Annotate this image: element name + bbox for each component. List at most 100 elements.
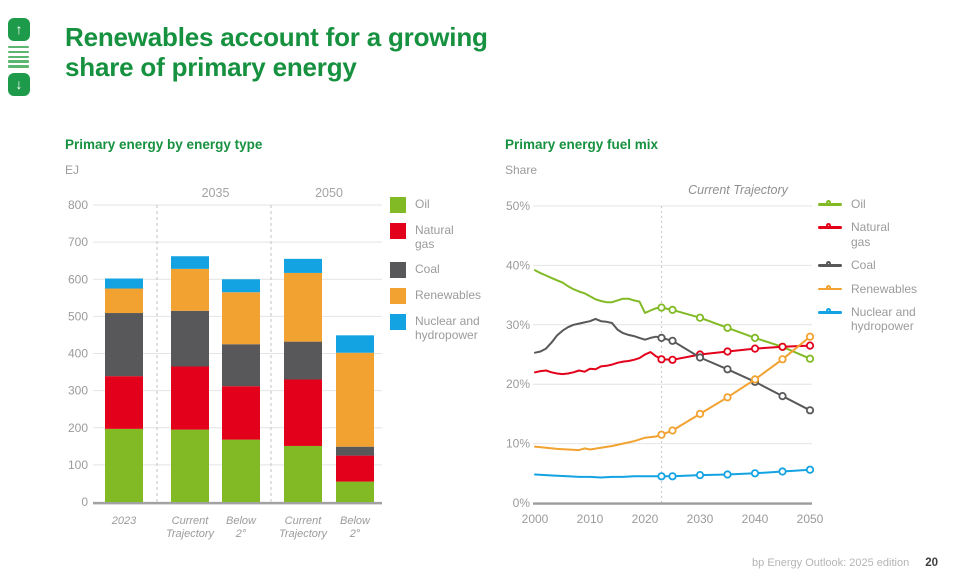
legend-label: Natural gas [415,223,454,252]
up-arrow-icon: ↑ [15,21,23,37]
bar-segment [336,455,374,482]
y-axis-tick-label: 600 [68,272,88,286]
y-axis-tick-label: 100 [68,458,88,472]
y-axis-tick-label: 0% [513,496,531,510]
bar-segment [171,429,209,502]
data-point-marker [657,355,666,364]
footer: bp Energy Outlook: 2025 edition 20 [752,557,938,569]
y-axis-tick-label: 500 [68,309,88,323]
bar-chart-svg: 0 100 200 300 400 500 600 700 800 2035 2050 2023 Cur… [68,186,382,540]
bar-segment [222,279,260,293]
bar-segment [105,428,143,502]
data-point-marker [668,426,677,435]
y-axis-tick-label: 50% [506,199,530,213]
bar-segment [222,439,260,502]
line-chart-unit-label: Share [505,163,538,177]
data-point-marker [723,393,732,402]
data-point-marker [668,472,677,481]
bar-segment [171,268,209,311]
data-point-marker [805,354,815,363]
x-axis-category-label: Trajectory [279,528,329,540]
natural-gas-swatch-icon [390,223,406,239]
series-line [534,317,811,412]
data-point-marker [668,355,677,364]
bar-segment [222,386,260,440]
nuclear-hydro-line-marker-icon [818,307,842,314]
legend-label: Oil [415,197,430,211]
bar-chart-legend: Oil Natural gas Coal Renewables Nuclear … [390,197,481,343]
legend-item: Nuclear and hydropower [390,313,481,343]
y-axis-tick-label: 800 [68,198,88,212]
bar-segment [105,288,143,314]
data-point-marker [750,333,760,342]
data-point-marker [657,430,666,439]
data-point-marker [778,392,787,401]
data-point-marker [657,333,666,342]
group-label: 2035 [202,186,230,200]
x-axis-category-label: 2° [235,528,247,540]
down-arrow-icon: ↓ [15,75,23,92]
bar-segment [284,379,322,446]
x-axis-tick-label: 2040 [742,512,769,526]
footer-source: bp Energy Outlook: 2025 edition [752,557,910,569]
data-point-marker [805,332,815,341]
bar-segment [336,446,374,456]
group-label: 2050 [315,186,343,200]
slide-nav: ↑ ↓ [8,18,32,96]
x-axis-tick-label: 2020 [632,512,659,526]
oil-swatch-icon [390,197,406,213]
x-axis-tick-label: 2000 [522,512,549,526]
legend-item: Coal [818,258,917,272]
bar-segment [284,272,322,342]
renewables-swatch-icon [390,287,406,304]
bar-chart-unit-label: EJ [65,163,80,177]
legend-label: Coal [851,258,876,273]
data-point-marker [695,353,705,362]
x-axis-category-label: Below [340,515,371,527]
y-axis-tick-label: 300 [68,384,88,398]
data-point-marker [695,470,705,480]
data-point-marker [778,467,787,476]
bar-segment [222,344,260,387]
series-line [534,344,811,376]
series-line [534,335,811,452]
y-axis-tick-label: 30% [506,318,530,332]
bar-segment [105,376,143,429]
annotation-label: Current Trajectory [688,183,789,197]
data-point-marker [805,406,815,415]
legend-label: Renewables [851,281,918,296]
data-point-marker [805,465,815,474]
series-line [534,269,811,360]
natural-gas-line-marker-icon [818,223,842,229]
data-point-marker [695,313,705,322]
bar-segment [284,258,322,273]
scroll-down-button[interactable]: ↓ [8,72,30,96]
data-point-marker [750,344,760,353]
data-point-marker [778,342,787,351]
scroll-up-button[interactable]: ↑ [8,18,30,41]
coal-line-marker-icon [818,261,842,267]
legend-item: Renewables [390,287,481,304]
data-point-marker [778,355,787,364]
data-point-marker [805,341,815,350]
oil-line-marker-icon [818,200,842,206]
bar-segment [284,341,322,380]
page-title: Renewables account for a growing share o… [65,22,488,82]
bar-segment [336,335,374,353]
line-chart-svg: 0% 10% 20% 30% 40% 50% 2000 2010 2020 2030 2040 205… [506,183,824,526]
x-axis-category-label: 2023 [111,515,137,527]
y-axis-tick-label: 400 [68,347,88,361]
legend-item: Natural gas [818,220,917,249]
data-point-marker [723,323,732,332]
data-point-marker [657,303,666,312]
y-axis-tick-label: 200 [68,421,88,435]
x-axis-category-label: Current [172,515,210,527]
x-axis-tick-label: 2030 [687,512,714,526]
lines-icon [8,46,29,68]
legend-item: Renewables [818,282,917,296]
bar-segment [336,352,374,447]
y-axis-tick-label: 40% [506,258,530,272]
legend-label: Coal [415,261,440,276]
renewables-line-marker-icon [818,284,842,291]
bar-segment [105,313,143,377]
